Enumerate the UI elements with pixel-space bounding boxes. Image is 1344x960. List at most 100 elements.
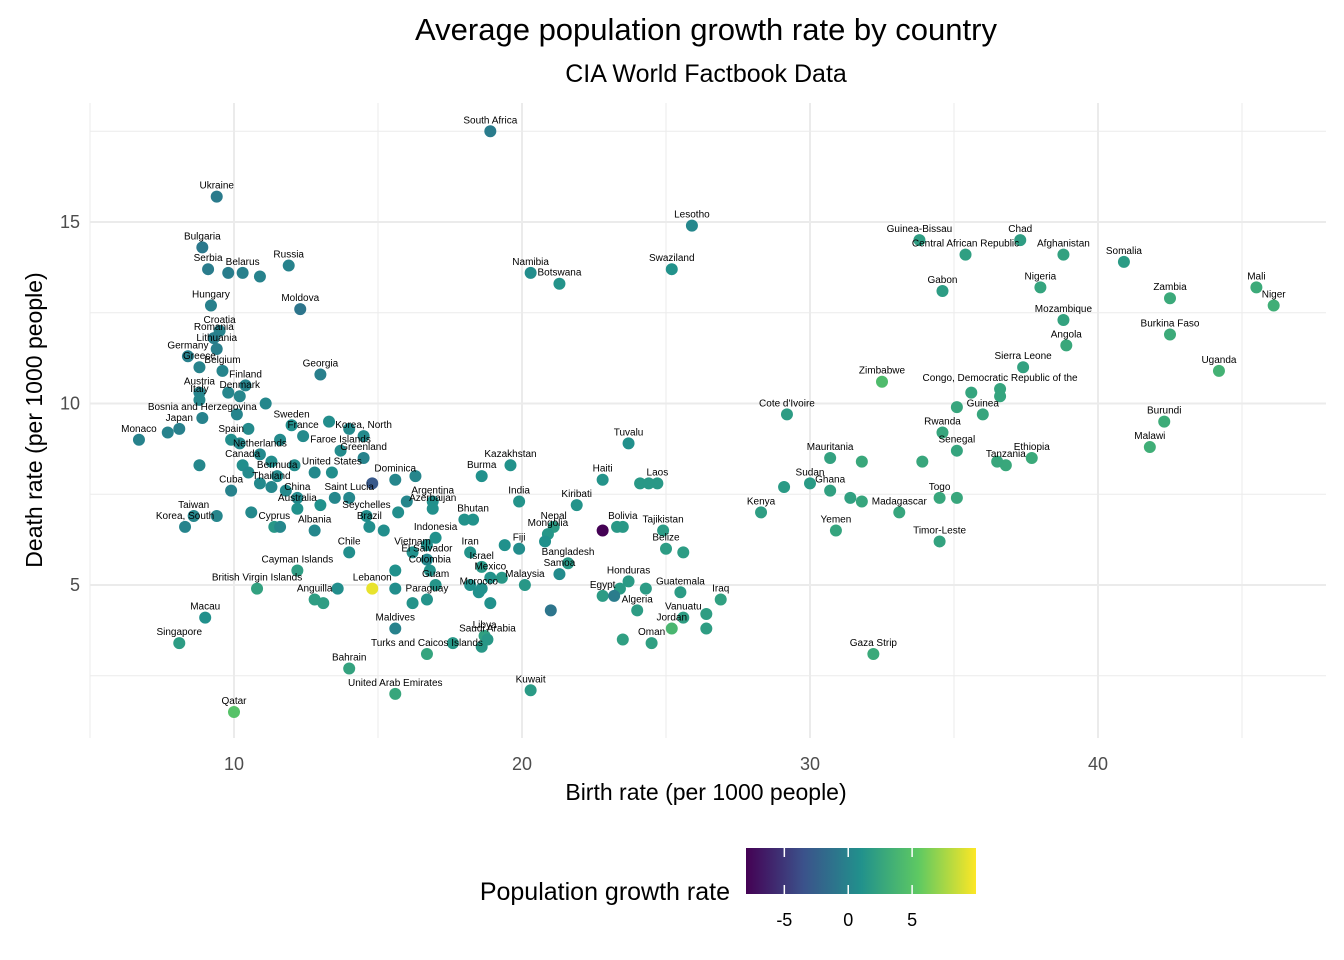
- data-point: [210, 510, 223, 523]
- data-point: [464, 579, 477, 591]
- data-point: [251, 582, 264, 595]
- data-point: [285, 419, 298, 432]
- point-label: Congo, Democratic Republic of the: [923, 373, 1079, 384]
- point-label: Angola: [1051, 329, 1083, 340]
- point-label: Azerbaijan: [409, 493, 456, 504]
- point-label: Belarus: [226, 257, 260, 268]
- data-point: [323, 415, 336, 428]
- data-point: [976, 408, 989, 421]
- data-point: [639, 582, 652, 595]
- data-point: [539, 535, 552, 548]
- data-point: [265, 480, 278, 493]
- data-point: [291, 491, 304, 504]
- data-point: [570, 499, 583, 512]
- data-point: [1250, 281, 1263, 294]
- point-label: Saint Lucia: [324, 482, 374, 493]
- data-point: [622, 437, 635, 450]
- data-point: [297, 430, 310, 443]
- point-label: Qatar: [221, 696, 247, 707]
- point-label: Honduras: [607, 565, 650, 576]
- y-axis-title: Death rate (per 1000 people): [21, 272, 47, 567]
- point-label: Macau: [190, 602, 220, 613]
- point-label: Mozambique: [1035, 304, 1093, 315]
- data-point: [233, 390, 246, 403]
- point-label: Korea, South: [156, 511, 214, 522]
- point-label: Zimbabwe: [859, 366, 906, 377]
- data-point: [475, 640, 488, 653]
- data-point: [216, 364, 229, 377]
- data-point: [291, 564, 304, 577]
- data-point: [366, 582, 379, 595]
- data-point: [634, 477, 647, 490]
- point-label: Cuba: [219, 475, 243, 486]
- point-label: South Africa: [463, 115, 517, 126]
- data-point: [714, 593, 727, 606]
- grid-lines: [89, 103, 1326, 738]
- data-points: [132, 125, 1280, 719]
- data-point: [161, 426, 174, 439]
- point-label: Bulgaria: [184, 231, 221, 242]
- point-label: Indonesia: [414, 522, 458, 533]
- point-label: Kuwait: [516, 674, 546, 685]
- data-point: [363, 520, 376, 533]
- point-label: Mexico: [474, 562, 506, 573]
- data-point: [876, 375, 888, 388]
- data-point: [294, 303, 307, 316]
- point-label: Korea, North: [335, 420, 392, 431]
- data-point: [420, 553, 433, 566]
- data-point: [1158, 415, 1171, 428]
- data-point: [495, 571, 508, 584]
- point-label: Finland: [229, 369, 262, 380]
- data-point: [994, 390, 1007, 403]
- point-label: Saudi Arabia: [459, 623, 516, 634]
- data-point: [1057, 314, 1070, 327]
- data-point: [357, 451, 370, 464]
- data-point: [677, 611, 690, 624]
- point-label: Kenya: [747, 496, 776, 507]
- data-point: [204, 299, 217, 312]
- data-point: [484, 571, 497, 584]
- point-label: Tajikistan: [643, 515, 684, 526]
- data-point: [210, 343, 223, 356]
- data-point: [210, 190, 223, 203]
- point-label: Denmark: [219, 380, 261, 391]
- point-label: Laos: [647, 467, 669, 478]
- point-label: Togo: [929, 482, 951, 493]
- point-label: Chad: [1008, 224, 1032, 235]
- data-point: [314, 368, 327, 381]
- point-label: Cote d'Ivoire: [759, 398, 815, 409]
- data-point: [933, 535, 946, 548]
- data-point: [222, 266, 235, 279]
- data-point: [642, 477, 655, 490]
- point-label: Turks and Caicos Islands: [371, 638, 483, 649]
- data-point: [389, 687, 402, 700]
- data-point: [199, 611, 212, 624]
- data-point: [913, 234, 926, 247]
- point-label: United States: [302, 456, 362, 467]
- data-point: [665, 263, 678, 276]
- data-point: [936, 426, 949, 439]
- legend-tick-label: 5: [907, 910, 917, 930]
- point-label: Germany: [167, 340, 208, 351]
- point-label: Austria: [184, 377, 216, 388]
- data-point: [420, 647, 433, 660]
- data-point: [544, 604, 557, 617]
- point-label: Croatia: [203, 315, 236, 326]
- data-point: [950, 401, 963, 414]
- data-point: [343, 546, 356, 559]
- data-point: [409, 470, 422, 483]
- data-point: [916, 455, 929, 468]
- data-point: [608, 589, 621, 602]
- point-label: India: [508, 486, 530, 497]
- point-label: Madagascar: [872, 496, 928, 507]
- point-label: Botswana: [537, 268, 581, 279]
- data-point: [429, 579, 442, 591]
- data-point: [314, 499, 327, 512]
- data-point: [222, 386, 235, 399]
- point-label: Tanzania: [986, 449, 1026, 460]
- data-point: [467, 513, 480, 526]
- x-tick-label: 40: [1088, 754, 1108, 774]
- point-label: Georgia: [303, 358, 339, 369]
- data-point: [193, 393, 206, 406]
- point-label: Niger: [1262, 289, 1287, 300]
